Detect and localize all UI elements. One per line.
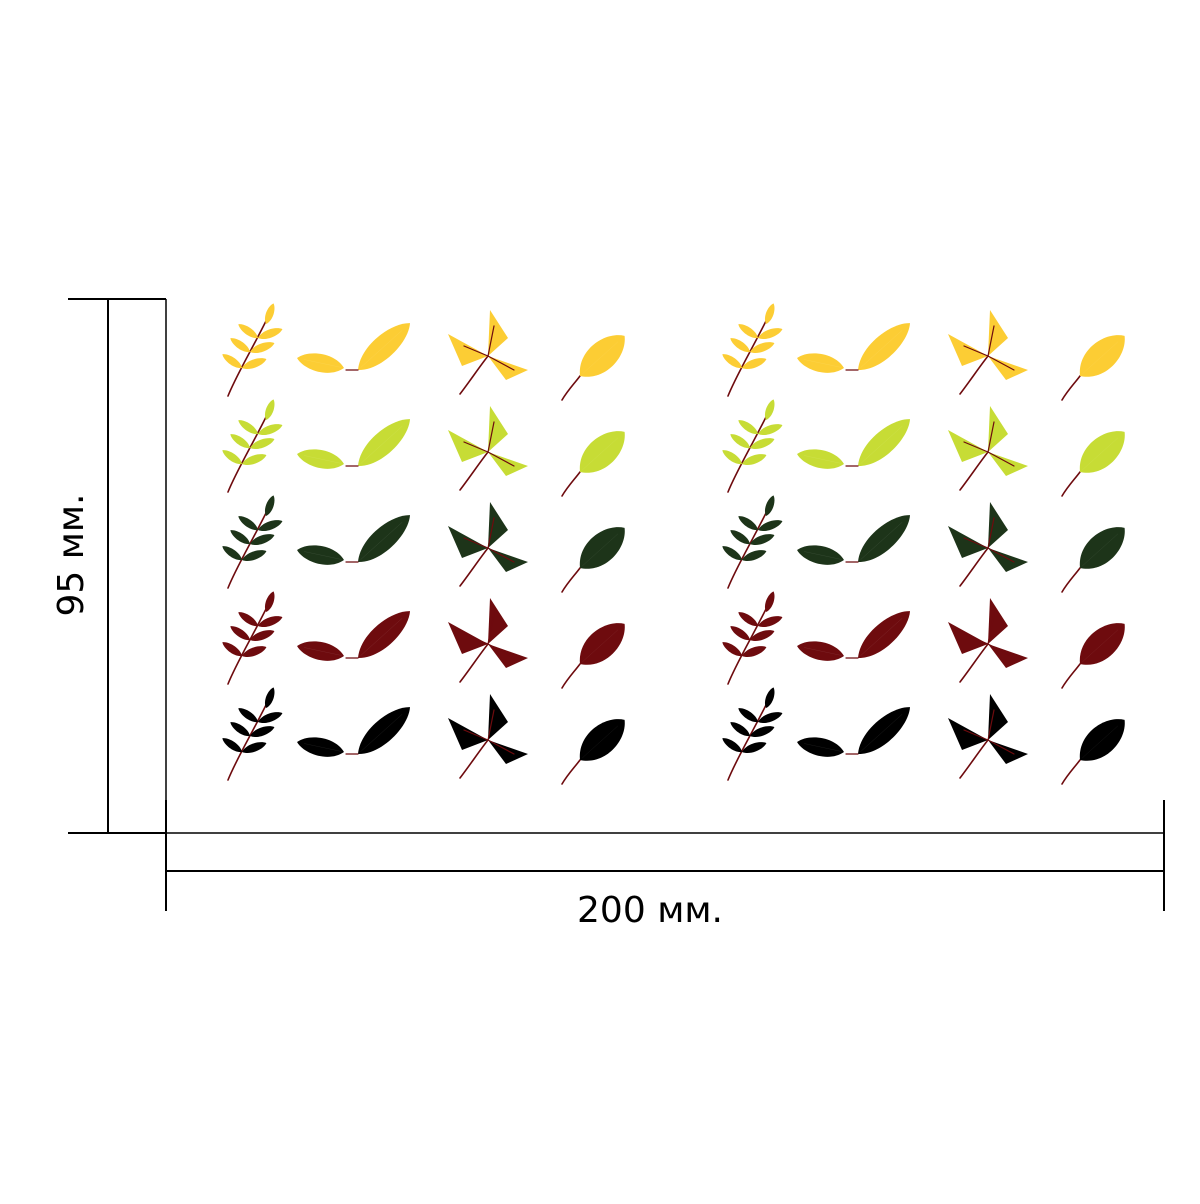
height-dimension-label: 95 мм. (51, 493, 92, 617)
branch-leaf-dark-green-panel-1 (222, 495, 283, 589)
double-leaf-dark-green-panel-2 (797, 515, 911, 565)
branch-leaf-burgundy-panel-1 (222, 591, 283, 685)
branch-leaf-lime-panel-2 (722, 399, 783, 493)
single-leaf-lime-panel-1 (561, 431, 625, 497)
branch-leaf-dark-green-panel-2 (722, 495, 783, 589)
double-leaf-burgundy-panel-2 (797, 611, 911, 661)
single-leaf-dark-green-panel-1 (561, 527, 625, 593)
double-leaf-black-panel-1 (297, 707, 411, 757)
single-leaf-burgundy-panel-1 (561, 623, 625, 689)
double-leaf-black-panel-2 (797, 707, 911, 757)
double-leaf-lime-panel-1 (297, 419, 411, 469)
branch-leaf-yellow-panel-1 (222, 303, 283, 397)
branch-leaf-burgundy-panel-2 (722, 591, 783, 685)
ivy-leaf-burgundy-panel-1 (448, 598, 528, 683)
width-dimension-label: 200 мм. (577, 890, 723, 931)
leaf-grid (222, 303, 1125, 785)
ivy-leaf-black-panel-2 (948, 694, 1028, 779)
single-leaf-black-panel-1 (561, 719, 625, 785)
branch-leaf-black-panel-1 (222, 687, 283, 781)
ivy-leaf-lime-panel-2 (948, 406, 1028, 491)
ivy-leaf-dark-green-panel-1 (448, 502, 528, 587)
ivy-leaf-lime-panel-1 (448, 406, 528, 491)
single-leaf-lime-panel-2 (1061, 431, 1125, 497)
double-leaf-yellow-panel-1 (297, 323, 411, 373)
ivy-leaf-dark-green-panel-2 (948, 502, 1028, 587)
height-dimension (68, 298, 167, 834)
width-dimension (165, 800, 1165, 911)
single-leaf-dark-green-panel-2 (1061, 527, 1125, 593)
single-leaf-yellow-panel-1 (561, 335, 625, 401)
single-leaf-yellow-panel-2 (1061, 335, 1125, 401)
branch-leaf-lime-panel-1 (222, 399, 283, 493)
branch-leaf-yellow-panel-2 (722, 303, 783, 397)
ivy-leaf-yellow-panel-1 (448, 310, 528, 395)
ivy-leaf-yellow-panel-2 (948, 310, 1028, 395)
double-leaf-dark-green-panel-1 (297, 515, 411, 565)
double-leaf-lime-panel-2 (797, 419, 911, 469)
single-leaf-black-panel-2 (1061, 719, 1125, 785)
branch-leaf-black-panel-2 (722, 687, 783, 781)
ivy-leaf-black-panel-1 (448, 694, 528, 779)
ivy-leaf-burgundy-panel-2 (948, 598, 1028, 683)
double-leaf-burgundy-panel-1 (297, 611, 411, 661)
single-leaf-burgundy-panel-2 (1061, 623, 1125, 689)
double-leaf-yellow-panel-2 (797, 323, 911, 373)
